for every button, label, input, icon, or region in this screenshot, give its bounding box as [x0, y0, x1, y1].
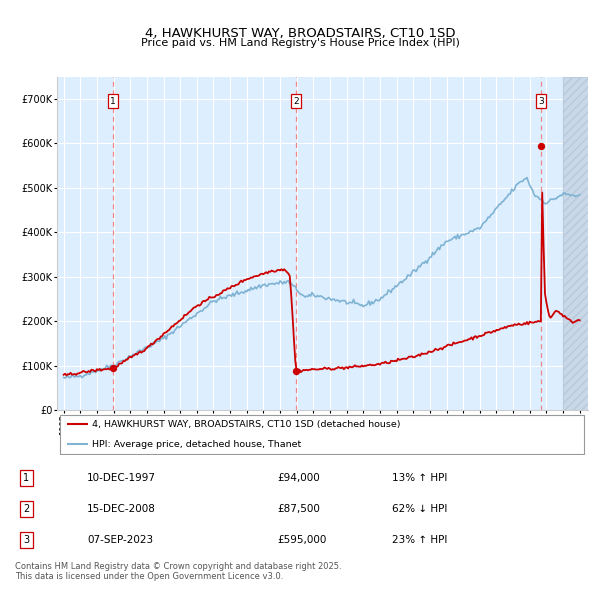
- Text: Contains HM Land Registry data © Crown copyright and database right 2025.
This d: Contains HM Land Registry data © Crown c…: [15, 562, 341, 581]
- FancyBboxPatch shape: [59, 415, 584, 454]
- Text: 3: 3: [538, 97, 544, 106]
- Text: 13% ↑ HPI: 13% ↑ HPI: [392, 473, 448, 483]
- Text: 4, HAWKHURST WAY, BROADSTAIRS, CT10 1SD (detached house): 4, HAWKHURST WAY, BROADSTAIRS, CT10 1SD …: [92, 420, 400, 429]
- Text: Price paid vs. HM Land Registry's House Price Index (HPI): Price paid vs. HM Land Registry's House …: [140, 38, 460, 48]
- Text: £595,000: £595,000: [277, 535, 326, 545]
- Point: [291, 366, 301, 376]
- Text: 07-SEP-2023: 07-SEP-2023: [87, 535, 153, 545]
- Text: 2: 2: [23, 504, 29, 514]
- Text: 23% ↑ HPI: 23% ↑ HPI: [392, 535, 448, 545]
- Text: HPI: Average price, detached house, Thanet: HPI: Average price, detached house, Than…: [92, 440, 301, 448]
- Text: 2: 2: [293, 97, 299, 106]
- Point: [536, 141, 545, 150]
- Point: [108, 363, 118, 373]
- Text: £94,000: £94,000: [277, 473, 320, 483]
- Text: 1: 1: [23, 473, 29, 483]
- Text: 1: 1: [110, 97, 116, 106]
- Text: £87,500: £87,500: [277, 504, 320, 514]
- Text: 4, HAWKHURST WAY, BROADSTAIRS, CT10 1SD: 4, HAWKHURST WAY, BROADSTAIRS, CT10 1SD: [145, 27, 455, 40]
- Bar: [563, 77, 588, 410]
- Text: 10-DEC-1997: 10-DEC-1997: [87, 473, 156, 483]
- Bar: [563, 77, 588, 410]
- Text: 3: 3: [23, 535, 29, 545]
- Text: 15-DEC-2008: 15-DEC-2008: [87, 504, 156, 514]
- Text: 62% ↓ HPI: 62% ↓ HPI: [392, 504, 448, 514]
